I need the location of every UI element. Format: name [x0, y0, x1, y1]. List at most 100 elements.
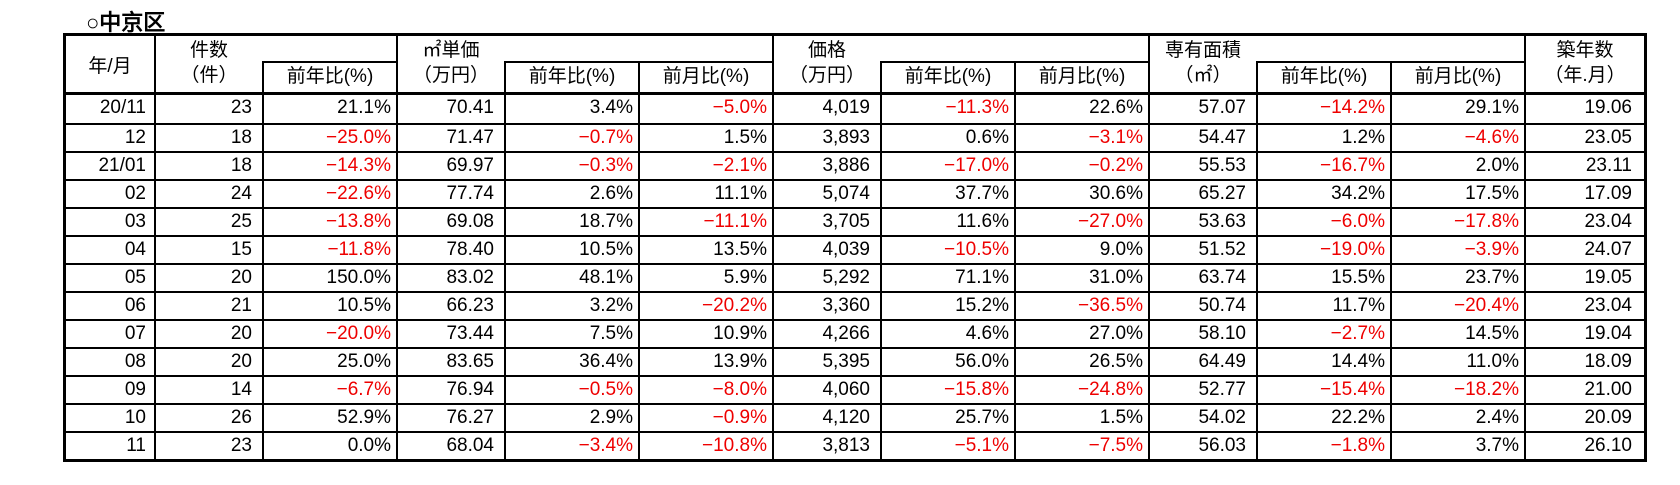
- column-group-tanka: ㎡単価 （万円） 前年比(%) 前月比(%): [396, 36, 772, 92]
- group-unit-column: 価格 （万円）: [774, 36, 880, 92]
- cell-num: 23: [154, 433, 262, 459]
- table-row: 20/11 23 21.1% 70.41 3.4% −5.0% 4,019 −11.3% 22.…: [66, 95, 1644, 123]
- cell-pct: 23.7%: [1390, 265, 1524, 291]
- group-subheaders: 前年比(%): [262, 36, 396, 92]
- cell-num: 76.27: [396, 405, 504, 431]
- cell-pct: −18.2%: [1390, 377, 1524, 403]
- cell-num: 25: [154, 209, 262, 235]
- cell-num: 5,395: [772, 349, 880, 375]
- cell-pct: 2.9%: [504, 405, 638, 431]
- cell-pct: 3.4%: [504, 95, 638, 123]
- cell-num: 18: [154, 125, 262, 151]
- cell-num: 4,120: [772, 405, 880, 431]
- cell-year-month: 11: [126, 435, 146, 456]
- cell-pct: 25.0%: [262, 349, 396, 375]
- group-label: 件数: [189, 40, 228, 61]
- cell-pct: 11.7%: [1256, 293, 1390, 319]
- cell-num: 50.74: [1148, 293, 1256, 319]
- cell-year-month: 10: [124, 407, 146, 428]
- cell-pct: −27.0%: [1014, 209, 1148, 235]
- cell-pct: −25.0%: [262, 125, 396, 151]
- cell-num: 15: [154, 237, 262, 263]
- cell-pct: 22.2%: [1256, 405, 1390, 431]
- cell-num: 3,886: [772, 153, 880, 179]
- cell-pct: 31.0%: [1014, 265, 1148, 291]
- cell-num: 20: [154, 321, 262, 347]
- cell-pct: 36.4%: [504, 349, 638, 375]
- cell-num: 69.08: [396, 209, 504, 235]
- cell-pct: 11.1%: [638, 181, 772, 207]
- cell-pct: −0.9%: [638, 405, 772, 431]
- cell-pct: 48.1%: [504, 265, 638, 291]
- cell-pct: 15.5%: [1256, 265, 1390, 291]
- cell-pct: 7.5%: [504, 321, 638, 347]
- table-row: 09 14 −6.7% 76.94 −0.5% −8.0% 4,060 −15.8% −24.8…: [66, 375, 1644, 403]
- subheader-yoy: 前年比(%): [1256, 63, 1390, 92]
- cell-pct: −3.4%: [504, 433, 638, 459]
- cell-num: 58.10: [1148, 321, 1256, 347]
- cell-pct: 14.5%: [1390, 321, 1524, 347]
- cell-age: 19.06: [1524, 95, 1644, 123]
- table-row: 07 20 −20.0% 73.44 7.5% 10.9% 4,266 4.6% 27.0% 58…: [66, 319, 1644, 347]
- cell-pct: −3.9%: [1390, 237, 1524, 263]
- cell-pct: −4.6%: [1390, 125, 1524, 151]
- cell-pct: −8.0%: [638, 377, 772, 403]
- cell-age: 23.11: [1524, 153, 1644, 179]
- cell-pct: 18.7%: [504, 209, 638, 235]
- cell-num: 21: [154, 293, 262, 319]
- cell-pct: 10.5%: [262, 293, 396, 319]
- cell-age: 26.10: [1524, 433, 1644, 459]
- cell-num: 52.77: [1148, 377, 1256, 403]
- cell-pct: 0.0%: [262, 433, 396, 459]
- cell-pct: 37.7%: [880, 181, 1014, 207]
- cell-num: 3,813: [772, 433, 880, 459]
- cell-pct: −2.1%: [638, 153, 772, 179]
- column-group-chikunen: 築年数 （年.月）: [1524, 36, 1644, 92]
- cell-year-month: 09: [124, 379, 146, 400]
- cell-num: 20: [154, 349, 262, 375]
- cell-year-month: 08: [124, 351, 146, 372]
- group-unit-column: 専有面積 （㎡）: [1150, 36, 1256, 92]
- table-row: 08 20 25.0% 83.65 36.4% 13.9% 5,395 56.0% 26.5% 6…: [66, 347, 1644, 375]
- cell-num: 57.07: [1148, 95, 1256, 123]
- cell-num: 5,074: [772, 181, 880, 207]
- cell-num: 3,893: [772, 125, 880, 151]
- cell-num: 54.02: [1148, 405, 1256, 431]
- page-title: ○中京区: [86, 10, 166, 35]
- cell-num: 20: [154, 265, 262, 291]
- cell-pct: 2.6%: [504, 181, 638, 207]
- cell-age: 21.00: [1524, 377, 1644, 403]
- cell-pct: −1.8%: [1256, 433, 1390, 459]
- group-label: ㎡単価: [422, 40, 480, 61]
- cell-pct: 1.5%: [1014, 405, 1148, 431]
- cell-pct: 0.6%: [880, 125, 1014, 151]
- cell-num: 65.27: [1148, 181, 1256, 207]
- cell-pct: −15.4%: [1256, 377, 1390, 403]
- cell-pct: 11.6%: [880, 209, 1014, 235]
- cell-num: 77.74: [396, 181, 504, 207]
- cell-pct: −0.3%: [504, 153, 638, 179]
- cell-pct: 71.1%: [880, 265, 1014, 291]
- cell-age: 17.09: [1524, 181, 1644, 207]
- cell-pct: −14.2%: [1256, 95, 1390, 123]
- cell-num: 23: [154, 95, 262, 123]
- cell-num: 63.74: [1148, 265, 1256, 291]
- cell-pct: −17.0%: [880, 153, 1014, 179]
- cell-pct: −17.8%: [1390, 209, 1524, 235]
- cell-pct: 21.1%: [262, 95, 396, 123]
- subheader-row: 前年比(%) 前月比(%): [1256, 63, 1524, 92]
- cell-year-month: 02: [124, 183, 146, 204]
- cell-num: 5,292: [772, 265, 880, 291]
- cell-year-month: 12: [124, 127, 146, 148]
- cell-pct: −19.0%: [1256, 237, 1390, 263]
- cell-pct: 34.2%: [1256, 181, 1390, 207]
- group-unit-column: ㎡単価 （万円）: [398, 36, 504, 92]
- cell-pct: 56.0%: [880, 349, 1014, 375]
- table-row: 10 26 52.9% 76.27 2.9% −0.9% 4,120 25.7% 1.5% 54.…: [66, 403, 1644, 431]
- cell-pct: −20.2%: [638, 293, 772, 319]
- cell-pct: 27.0%: [1014, 321, 1148, 347]
- table-body: 20/11 23 21.1% 70.41 3.4% −5.0% 4,019 −11.3% 22.…: [66, 95, 1644, 459]
- cell-pct: 17.5%: [1390, 181, 1524, 207]
- cell-pct: −0.2%: [1014, 153, 1148, 179]
- cell-pct: −36.5%: [1014, 293, 1148, 319]
